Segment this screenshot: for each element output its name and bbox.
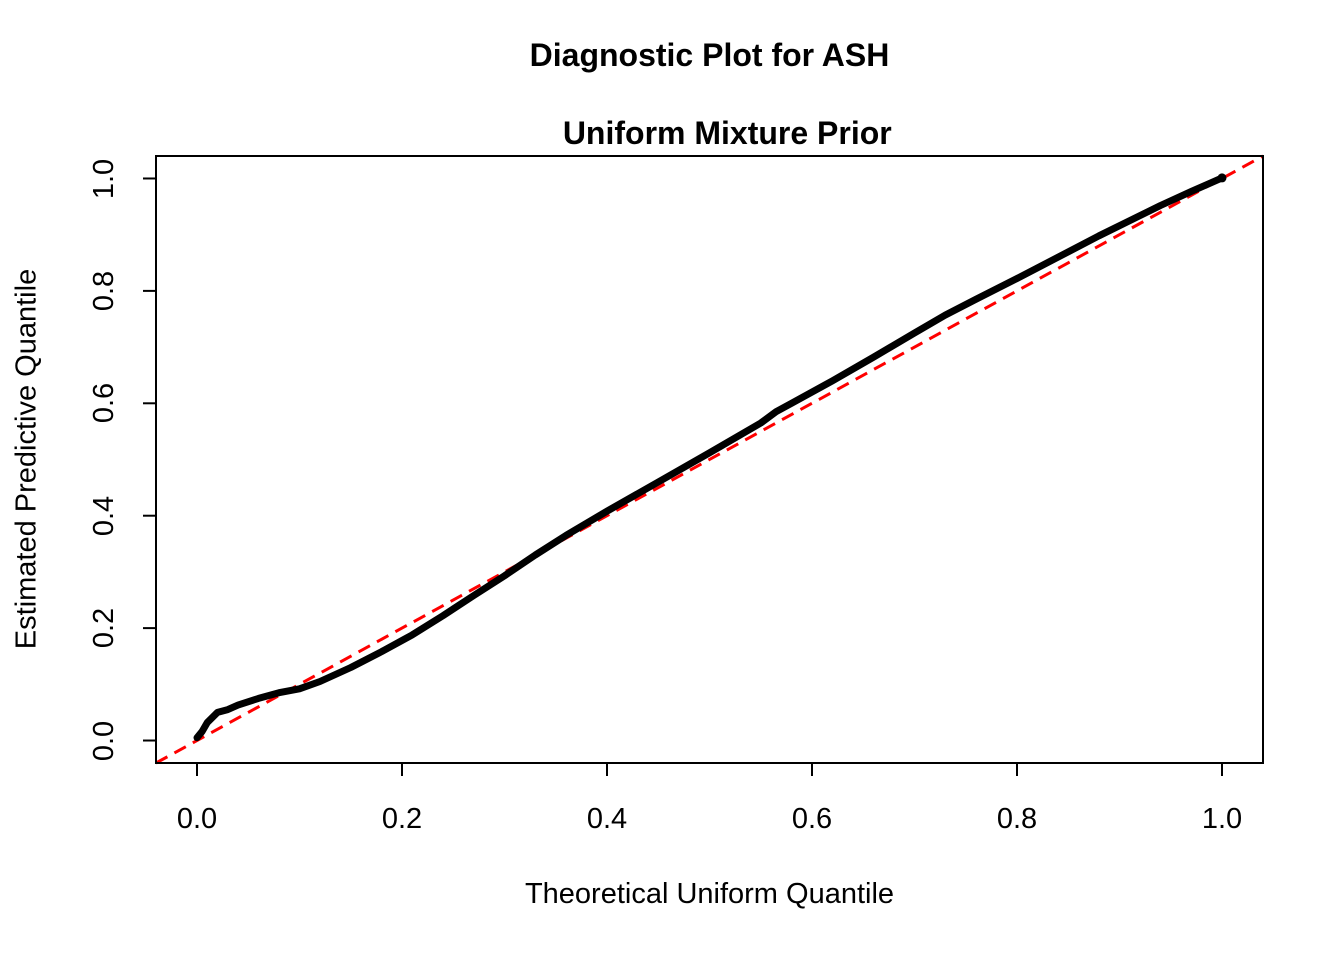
chart-title: Diagnostic Plot for ASH Uniform Mixture … (156, 36, 1263, 192)
x-axis-title: Theoretical Uniform Quantile (524, 878, 895, 910)
x-tick-label-0.0: 0.0 (176, 803, 218, 835)
x-tick-label-0.2: 0.2 (381, 803, 423, 835)
x-tick-label-1.0: 1.0 (1201, 803, 1243, 835)
axis-tick-marks (143, 177, 1223, 776)
chart-title-line1: Diagnostic Plot for ASH (529, 37, 890, 73)
y-tick-label-0.2: 0.2 (88, 607, 120, 649)
reference-diagonal-line (155, 154, 1264, 765)
y-tick-label-0.4: 0.4 (88, 495, 120, 537)
y-tick-label-0.8: 0.8 (88, 270, 120, 312)
x-tick-label-0.4: 0.4 (586, 803, 628, 835)
y-tick-label-1.0: 1.0 (88, 158, 120, 200)
x-tick-label-0.6: 0.6 (791, 803, 833, 835)
y-axis-title: Estimated Predictive Quantile (10, 268, 43, 650)
plot-frame-box (155, 155, 1264, 764)
y-tick-label-0.6: 0.6 (88, 382, 120, 424)
x-tick-label-0.8: 0.8 (996, 803, 1038, 835)
chart-title-line2: Uniform Mixture Prior (562, 115, 892, 151)
qq-curve-end-point (1217, 173, 1227, 183)
qq-curve (193, 174, 1226, 742)
y-tick-label-0.0: 0.0 (88, 720, 120, 762)
